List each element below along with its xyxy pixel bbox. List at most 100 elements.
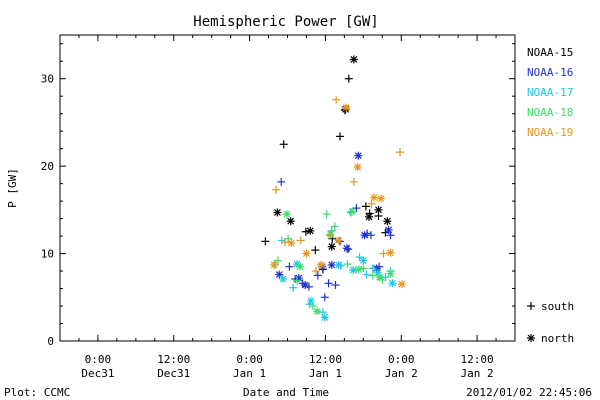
- data-point-south: [379, 249, 388, 258]
- data-point-north: [306, 226, 315, 235]
- x-tick-label-time: 0:00: [236, 353, 263, 366]
- data-point-south: [261, 237, 270, 246]
- data-point-north: [386, 269, 395, 278]
- data-point-south: [296, 236, 305, 245]
- data-points: [261, 55, 406, 322]
- series-legend: NOAA-15 NOAA-16 NOAA-17 NOAA-18 NOAA-19: [527, 46, 573, 139]
- data-point-south: [332, 95, 341, 104]
- data-point-north: [360, 231, 369, 240]
- data-point-south: [311, 246, 320, 255]
- data-point-north: [279, 274, 288, 283]
- data-point-north: [296, 262, 305, 271]
- legend-entry: NOAA-17: [527, 86, 573, 99]
- data-point-north: [301, 281, 310, 290]
- data-point-north: [388, 279, 397, 288]
- data-point-north: [397, 280, 406, 289]
- data-point-south: [330, 222, 339, 231]
- legend-entry: NOAA-18: [527, 106, 573, 119]
- data-point-south: [355, 253, 364, 262]
- data-point-south: [335, 132, 344, 141]
- data-point-south: [367, 199, 376, 208]
- data-point-south: [361, 202, 370, 211]
- data-point-north: [349, 266, 358, 275]
- x-tick-label-time: 12:00: [157, 353, 190, 366]
- data-point-south: [320, 293, 329, 302]
- data-point-north: [354, 265, 363, 274]
- y-axis-label: P [GW]: [6, 168, 19, 208]
- y-tick-label: 0: [47, 335, 54, 348]
- data-point-south: [322, 210, 331, 219]
- data-point-north: [374, 205, 383, 214]
- marker-legend-label: south: [541, 300, 574, 313]
- data-point-north: [365, 212, 374, 221]
- data-point-north: [370, 193, 379, 202]
- data-point-south: [292, 276, 301, 285]
- marker-legend-symbol: [527, 302, 535, 310]
- plot-credit: Plot: CCMC: [4, 386, 70, 399]
- x-axis-label: Date and Time: [243, 386, 329, 399]
- data-point-south: [313, 271, 322, 280]
- y-tick-label: 30: [41, 73, 54, 86]
- data-point-south: [368, 264, 377, 273]
- y-axis-ticks: 0 10 20 30: [41, 43, 515, 348]
- data-point-south: [359, 264, 368, 273]
- data-point-north: [347, 207, 356, 216]
- data-point-south: [272, 185, 281, 194]
- x-tick-label-date: Jan 1: [309, 367, 342, 380]
- data-point-north: [334, 236, 343, 245]
- legend-entry: NOAA-19: [527, 126, 573, 139]
- data-point-north: [273, 208, 282, 217]
- data-point-north: [316, 260, 325, 269]
- data-point-south: [279, 140, 288, 149]
- data-point-south: [344, 74, 353, 83]
- data-point-north: [306, 296, 315, 305]
- data-point-north: [386, 248, 395, 257]
- data-point-south: [289, 283, 298, 292]
- data-point-north: [359, 256, 368, 265]
- x-tick-label-date: Jan 2: [385, 367, 418, 380]
- data-point-south: [343, 260, 352, 269]
- plot-frame: [59, 34, 516, 342]
- plot-timestamp: 2012/01/02 22:45:06: [466, 386, 592, 399]
- data-point-north: [286, 217, 295, 226]
- data-point-north: [383, 217, 392, 226]
- legend-entry: NOAA-15: [527, 46, 573, 59]
- data-point-south: [349, 177, 358, 186]
- data-point-south: [352, 204, 361, 213]
- x-tick-label-date: Jan 1: [233, 367, 266, 380]
- data-point-north: [327, 242, 336, 251]
- data-point-north: [353, 163, 362, 172]
- x-tick-label-time: 12:00: [309, 353, 342, 366]
- data-point-north: [327, 260, 336, 269]
- data-point-south: [311, 267, 320, 276]
- data-point-south: [395, 148, 404, 157]
- data-point-north: [270, 260, 279, 269]
- data-point-north: [377, 194, 386, 203]
- y-tick-label: 10: [41, 248, 54, 261]
- marker-legend: south north: [527, 300, 574, 345]
- marker-legend-label: north: [541, 332, 574, 345]
- data-point-north: [275, 270, 284, 279]
- data-point-north: [384, 225, 393, 234]
- y-tick-label: 20: [41, 160, 54, 173]
- data-point-north: [302, 249, 311, 258]
- data-point-south: [274, 256, 283, 265]
- marker-legend-symbol: [527, 334, 535, 342]
- data-point-north: [342, 103, 351, 112]
- x-tick-label-time: 12:00: [461, 353, 494, 366]
- x-tick-label-date: Dec31: [157, 367, 190, 380]
- data-point-south: [368, 271, 377, 280]
- data-point-south: [308, 302, 317, 311]
- x-tick-label-date: Jan 2: [461, 367, 494, 380]
- data-point-south: [285, 262, 294, 271]
- data-point-north: [375, 273, 384, 282]
- data-point-north: [282, 210, 291, 219]
- data-point-north: [354, 151, 363, 160]
- data-point-south: [301, 227, 310, 236]
- x-tick-label-time: 0:00: [85, 353, 112, 366]
- data-point-north: [326, 230, 335, 239]
- data-point-south: [331, 281, 340, 290]
- data-point-north: [342, 244, 351, 253]
- legend-entry: NOAA-16: [527, 66, 573, 79]
